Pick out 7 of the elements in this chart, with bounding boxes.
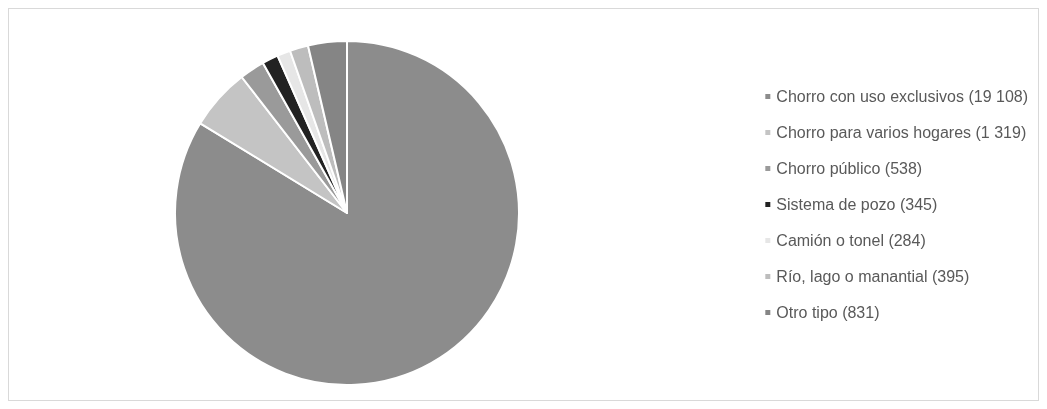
legend-label: Chorro con uso exclusivos (19 108) — [776, 88, 1029, 105]
legend-label: Chorro para varios hogares (1 319) — [776, 124, 1027, 141]
legend-label: Chorro público (538) — [776, 160, 923, 177]
legend-label: Camión o tonel (284) — [776, 232, 926, 249]
legend-label: Otro tipo (831) — [776, 304, 880, 321]
legend-label: Sistema de pozo (345) — [776, 196, 938, 213]
legend-label: Río, lago o manantial (395) — [776, 268, 970, 285]
